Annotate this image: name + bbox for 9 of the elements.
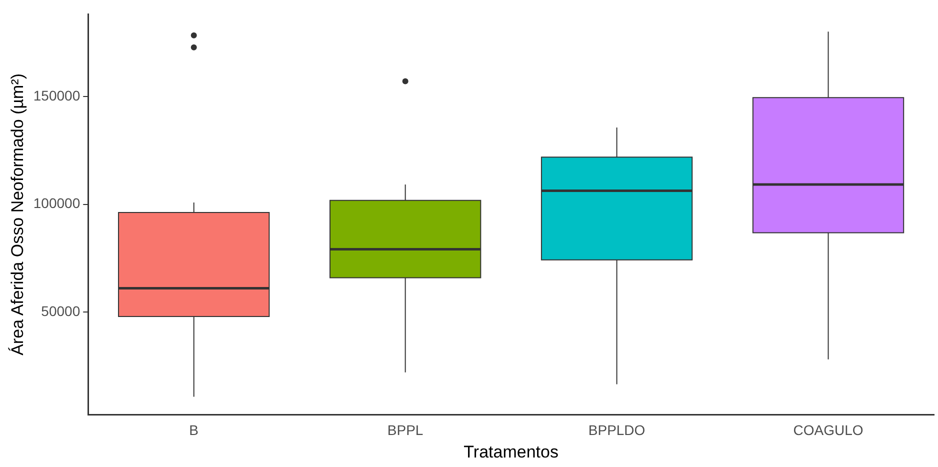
x-axis-title: Tratamentos	[464, 442, 558, 462]
x-tick-label: COAGULO	[793, 422, 864, 438]
x-tick-label: B	[189, 422, 199, 438]
y-axis-title: Área Aferida Osso Neoformado (µm²)	[8, 73, 27, 356]
x-tick-label: BPPL	[387, 422, 424, 438]
y-tick-label: 100000	[33, 195, 80, 212]
x-tick-label: BPPLDO	[588, 422, 646, 438]
y-tick-label: 50000	[41, 302, 80, 319]
y-tick-label: 150000	[33, 87, 80, 104]
